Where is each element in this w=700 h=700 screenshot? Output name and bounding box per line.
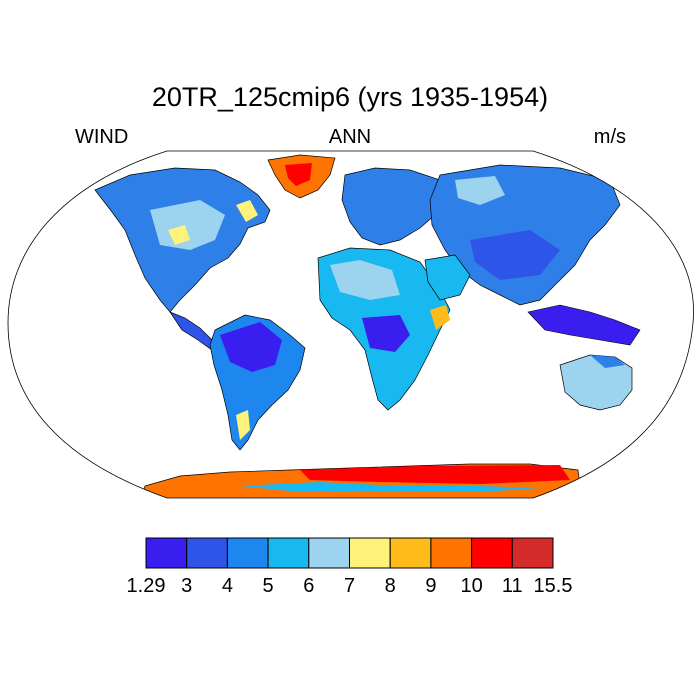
colorbar-label-5: 7: [343, 575, 356, 597]
africa-center: [362, 315, 410, 352]
colorbar-label-9: 11: [501, 575, 523, 597]
indonesia: [527, 304, 641, 346]
antarctica-blue: [240, 482, 540, 492]
europe: [341, 167, 451, 246]
colorbar-box-1: [186, 537, 228, 569]
colorbar-label-8: 10: [460, 575, 483, 597]
na-yellow: [168, 225, 190, 245]
colorbar-box-0: [145, 537, 188, 569]
season-label: ANN: [328, 126, 372, 148]
colorbar-box-3: [267, 537, 310, 569]
map-title: 20TR_125cmip6 (yrs 1935-1954): [151, 82, 549, 112]
colorbar-label-6: 8: [384, 575, 396, 597]
amazon: [220, 322, 282, 372]
colorbar-box-4: [308, 537, 350, 569]
colorbar-label-7: 9: [425, 575, 437, 597]
colorbar-box-7: [430, 537, 473, 569]
map-boundary: [7, 150, 694, 499]
colorbar-box-9: [511, 537, 554, 569]
asia-light: [455, 176, 505, 205]
colorbar-label-10: 15.5: [533, 575, 573, 597]
australia-edge: [590, 355, 625, 368]
na-yellow-2: [236, 200, 258, 222]
greenland-core: [285, 163, 312, 186]
antarctica-red: [300, 465, 570, 484]
colorbar-box-8: [471, 537, 513, 569]
horn-yellow: [430, 305, 450, 330]
colorbar-box-5: [349, 537, 391, 569]
colorbar-label-4: 6: [303, 575, 315, 597]
colorbar-label-2: 4: [221, 575, 233, 597]
colorbar-label-1: 3: [181, 575, 193, 597]
sa-south-yellow: [236, 410, 250, 440]
colorbar-box-2: [226, 537, 269, 569]
na-lightpatch: [150, 200, 225, 250]
colorbar-label-0: 1.29: [126, 575, 166, 597]
colorbar-label-3: 5: [262, 575, 274, 597]
arabia: [424, 254, 471, 301]
asia-dark: [470, 230, 560, 280]
colorbar-box-6: [389, 537, 432, 569]
units-label: m/s: [593, 126, 626, 148]
sahara-light: [330, 260, 400, 300]
variable-label: WIND: [75, 126, 129, 148]
